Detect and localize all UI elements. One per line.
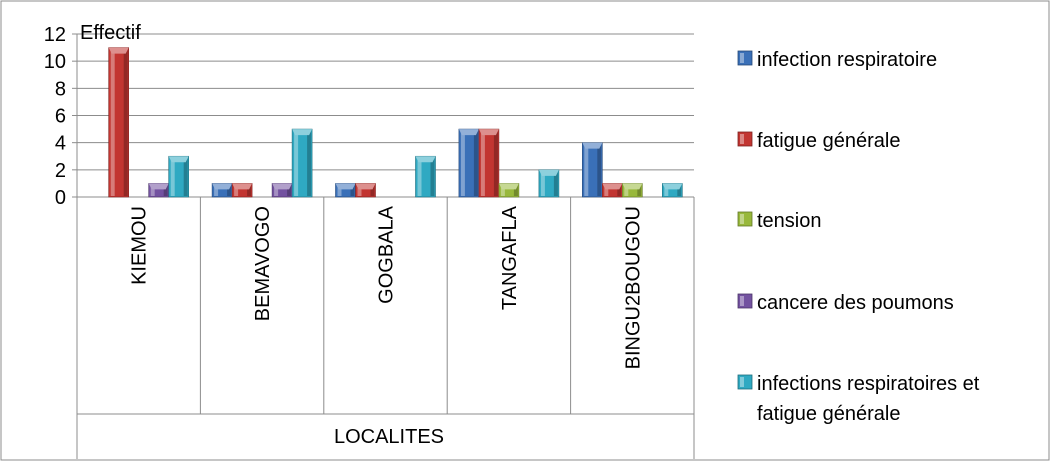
bar [168,155,189,198]
legend-label: infection respiratoire [757,49,937,71]
bar [271,183,293,198]
bar [478,128,500,198]
y-tick-label: 0 [55,187,66,209]
bar [538,169,560,198]
category-label: BEMAVOGO [252,206,274,321]
y-axis-label: Effectif [80,22,141,44]
bar [415,155,436,198]
category-label: TANGAFLA [499,205,521,310]
legend-label: cancere des poumons [757,292,954,314]
category-label: GOGBALA [376,205,398,303]
y-tick-label: 8 [55,78,66,100]
legend-label: fatigue générale [757,130,900,152]
bar [498,183,520,198]
y-axis-ticks: 0 2 4 6 8 10 12 [44,24,77,209]
bars [108,47,683,198]
bar [661,183,683,198]
legend-item: infections respiratoires et fatigue génér… [737,373,980,425]
bar [581,142,603,198]
legend-item: fatigue générale [737,130,900,152]
bar [458,128,480,198]
legend-item: cancere des poumons [737,292,954,314]
bar [291,128,313,198]
bar [231,183,253,198]
bar [601,183,623,198]
legend-label: tension [757,210,822,232]
bar [211,183,233,198]
y-tick-label: 6 [55,106,66,128]
y-tick-label: 12 [44,24,66,46]
bar [148,183,169,198]
legend-label: infections respiratoires et [757,373,980,395]
x-axis-categories: KIEMOU BEMAVOGO GOGBALA TANGAFLA BINGU2BOUGO… [129,197,644,414]
y-tick-label: 2 [55,160,66,182]
y-tick-label: 4 [55,133,66,155]
y-tick-label: 10 [44,51,66,73]
x-axis-label: LOCALITES [334,426,444,448]
bar [108,47,129,198]
legend-label: fatigue générale [757,403,900,425]
bar [355,183,376,198]
legend-item: infection respiratoire [737,49,937,71]
bar [335,183,356,198]
category-label: KIEMOU [129,206,151,285]
axes [76,34,695,459]
legend: infection respiratoire fatigue générale te… [737,49,980,425]
legend-item: tension [737,210,822,232]
category-label: BINGU2BOUGOU [622,206,644,369]
bar [621,183,643,198]
